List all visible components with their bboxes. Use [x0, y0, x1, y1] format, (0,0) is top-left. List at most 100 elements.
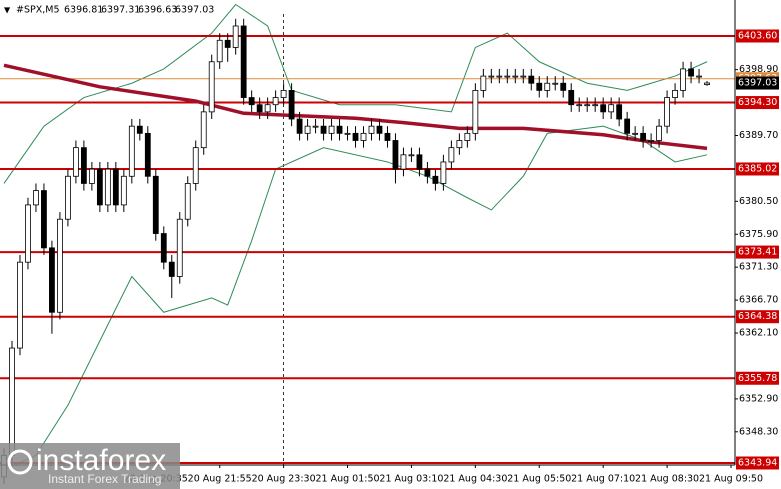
candle-body: [168, 261, 175, 277]
level-label: 6364.38: [738, 311, 777, 322]
x-tick-label: 21 Aug 03:10: [379, 474, 443, 485]
y-tick-label: 6348.30: [739, 426, 778, 437]
candle-body: [360, 132, 367, 141]
candle-body: [304, 125, 311, 134]
bollinger-band: [3, 3, 708, 184]
header-high: 6397.31: [101, 5, 140, 16]
candle-body: [608, 104, 615, 113]
y-tick-label: 6362.10: [739, 328, 778, 339]
candle-body: [512, 75, 519, 78]
candle-body: [696, 75, 702, 78]
candle-body: [376, 125, 383, 134]
symbol: #SPX,M5: [16, 5, 60, 16]
level-label: 6343.94: [738, 457, 777, 468]
y-tick-label: 6371.30: [739, 262, 778, 273]
candle-body: [128, 125, 135, 177]
candle-body: [416, 154, 423, 170]
candle-body: [136, 125, 143, 134]
y-tick-label: 6366.70: [739, 295, 778, 306]
x-tick-label: 21 Aug 08:30: [635, 474, 699, 485]
candle-body: [400, 154, 407, 170]
candle-body: [144, 132, 151, 177]
candle-body: [544, 82, 551, 91]
candle-body: [104, 168, 111, 206]
candle-body: [328, 125, 335, 134]
level-label-box: [736, 96, 779, 110]
watermark-logo: [7, 449, 33, 475]
watermark-brand: instaforex: [36, 444, 166, 477]
x-tick-label: 21 Aug 05:50: [507, 474, 571, 485]
candle-body: [592, 104, 599, 107]
candle-body: [272, 97, 279, 106]
level-label-box: [736, 371, 779, 385]
candle-body: [632, 132, 639, 135]
candle-body: [96, 168, 103, 206]
candle-body: [552, 82, 559, 85]
candle-body: [232, 25, 239, 48]
header-close: 6397.03: [175, 5, 214, 16]
candle-body: [672, 89, 678, 98]
candle-body: [192, 147, 199, 184]
header-low: 6396.63: [138, 5, 177, 16]
candle-body: [528, 75, 535, 84]
candle-body: [600, 104, 607, 113]
menu-arrow: ▼: [4, 6, 11, 15]
candle-body: [368, 125, 375, 134]
candle-body: [384, 132, 391, 141]
candle-body: [648, 140, 655, 142]
candle-body: [256, 104, 263, 113]
level-label: 6403.60: [738, 31, 777, 42]
candle-body: [408, 154, 415, 157]
candle-body: [152, 175, 159, 234]
price-label: 6397.03: [738, 78, 777, 89]
level-label-box: [736, 456, 779, 470]
level-label: 6373.41: [738, 247, 777, 258]
x-tick-label: 21 Aug 04:30: [443, 474, 507, 485]
candle-body: [65, 175, 71, 220]
candle-body: [480, 75, 487, 91]
candle-body: [296, 118, 303, 134]
candle-body: [624, 118, 631, 134]
header-open: 6396.81: [64, 5, 103, 16]
candle-body: [536, 82, 543, 91]
candle-body: [224, 39, 231, 48]
candle-body: [208, 61, 215, 113]
candle-body: [680, 68, 686, 91]
candle-body: [49, 247, 55, 313]
y-tick-label: 6352.90: [739, 393, 778, 404]
candle-body: [33, 190, 39, 206]
level-label: 6355.78: [738, 373, 777, 384]
y-tick-label: 6380.50: [739, 196, 778, 207]
candle-body: [112, 168, 119, 206]
candle-body: [448, 147, 455, 163]
candle-body: [688, 68, 694, 77]
candle-body: [496, 75, 503, 78]
candle-body: [41, 190, 47, 249]
candle-body: [440, 161, 447, 184]
x-tick-label: 21 Aug 01:50: [315, 474, 379, 485]
level-label: 6394.30: [738, 97, 777, 108]
y-tick-label: 6375.90: [739, 229, 778, 240]
x-tick-label: 20 Aug 23:30: [252, 474, 316, 485]
x-tick-label: 21 Aug 07:10: [571, 474, 635, 485]
y-tick-label: 6389.70: [739, 130, 778, 141]
level-label-box: [736, 162, 779, 176]
candle-body: [240, 25, 247, 98]
moving-average: [3, 63, 708, 151]
candle-body: [312, 125, 319, 128]
candle-body: [392, 140, 399, 170]
candle-body: [176, 218, 183, 277]
x-tick-label: 21 Aug 09:50: [699, 474, 763, 485]
candle-body: [57, 218, 63, 313]
price-label-box: [736, 76, 779, 90]
candle-body: [9, 347, 15, 456]
candle-body: [160, 233, 167, 263]
candle-body: [560, 82, 567, 91]
candle-body: [216, 39, 223, 63]
candle-body: [472, 89, 479, 134]
candle-body: [488, 75, 495, 78]
candle-body: [432, 175, 439, 184]
candle-body: [656, 125, 663, 141]
